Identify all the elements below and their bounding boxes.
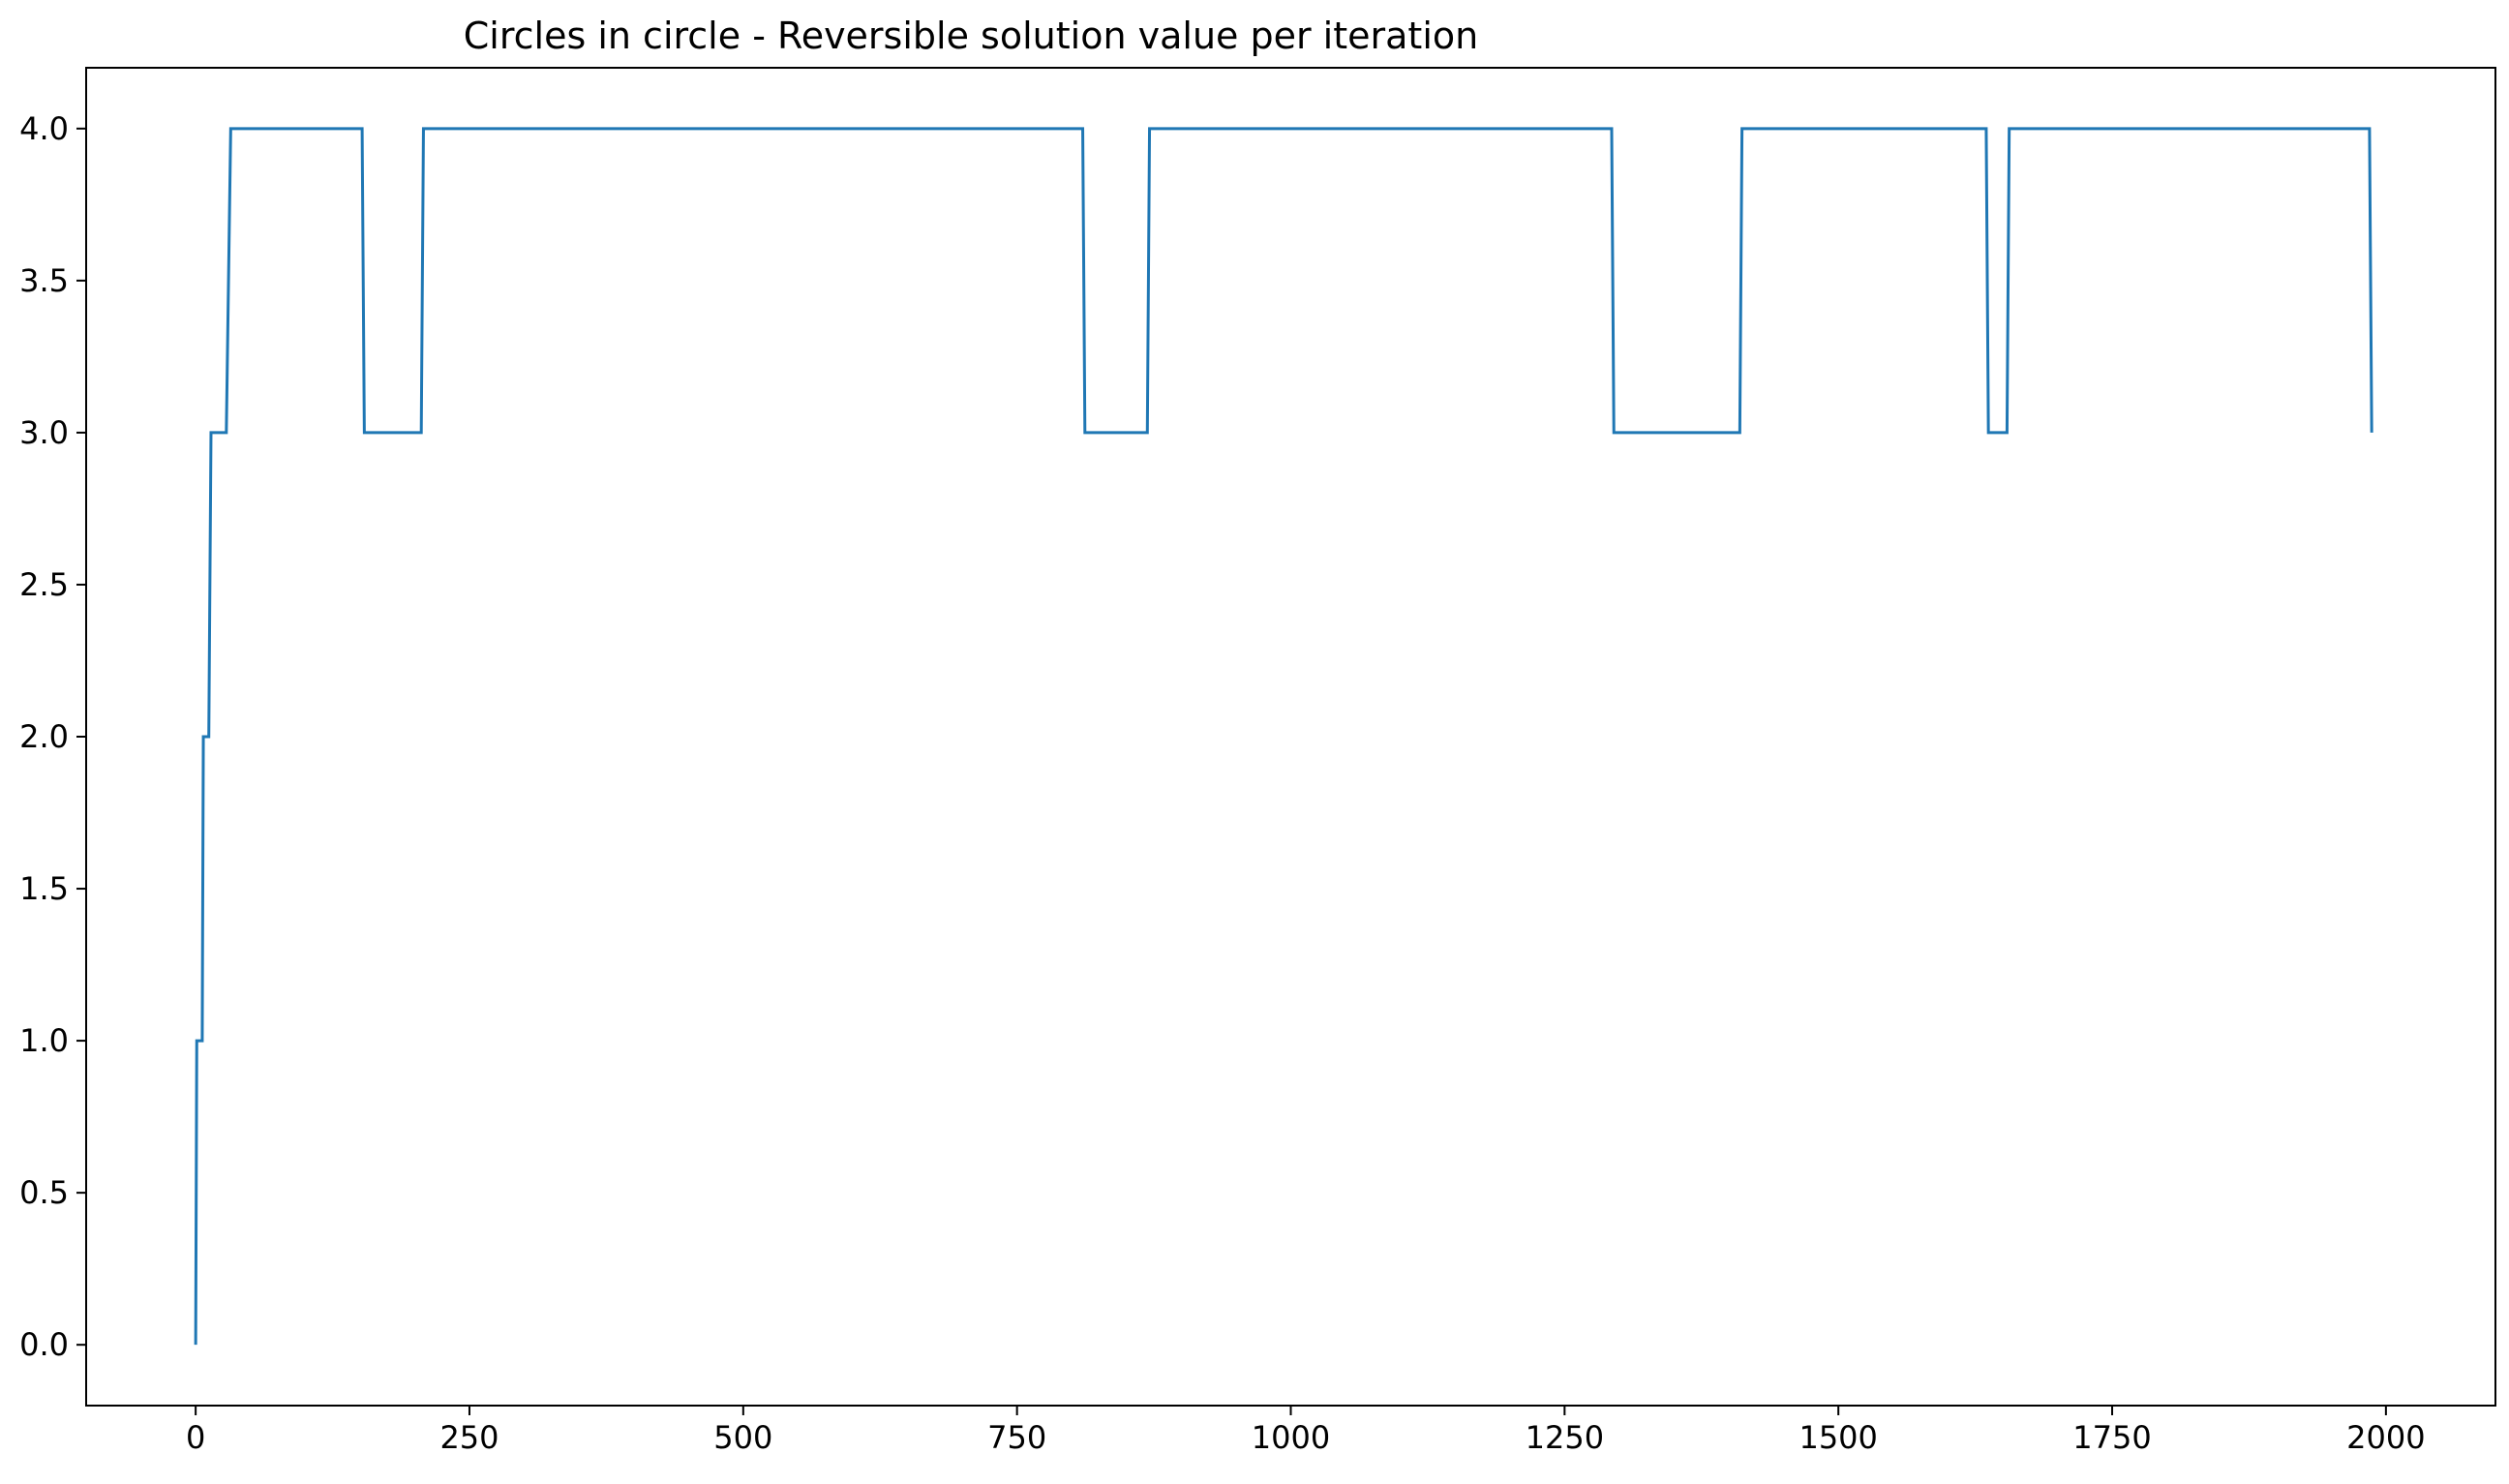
series-line-0 [194,127,2373,1346]
x-tick-label: 2000 [2346,1419,2425,1456]
y-tick-label: 0.5 [19,1174,69,1211]
y-axis: 0.0 0.5 1.0 1.5 2.0 2.5 3.0 3.5 4.0 [19,110,86,1363]
x-tick-label: 750 [987,1419,1046,1456]
x-tick-label: 1500 [1799,1419,1877,1456]
x-tick-label: 500 [713,1419,772,1456]
y-tick-label: 2.5 [19,566,69,603]
plot-area [194,127,2373,1346]
y-tick-label: 3.5 [19,262,69,299]
x-tick-label: 250 [439,1419,499,1456]
plot-frame [85,67,2496,1407]
y-tick-label: 1.5 [19,870,69,907]
x-tick-label: 1250 [1526,1419,1604,1456]
y-tick-label: 0.0 [19,1326,69,1363]
x-axis: 0 250 500 750 1000 1250 1500 1750 2000 [186,1406,2426,1456]
y-tick-label: 3.0 [19,414,69,451]
y-tick-label: 2.0 [19,718,69,755]
chart-title: Circles in circle - Reversible solution … [464,15,1478,57]
x-tick-label: 0 [186,1419,205,1456]
x-tick-label: 1750 [2072,1419,2151,1456]
y-tick-label: 1.0 [19,1022,69,1059]
y-tick-label: 4.0 [19,110,69,147]
x-tick-label: 1000 [1252,1419,1330,1456]
